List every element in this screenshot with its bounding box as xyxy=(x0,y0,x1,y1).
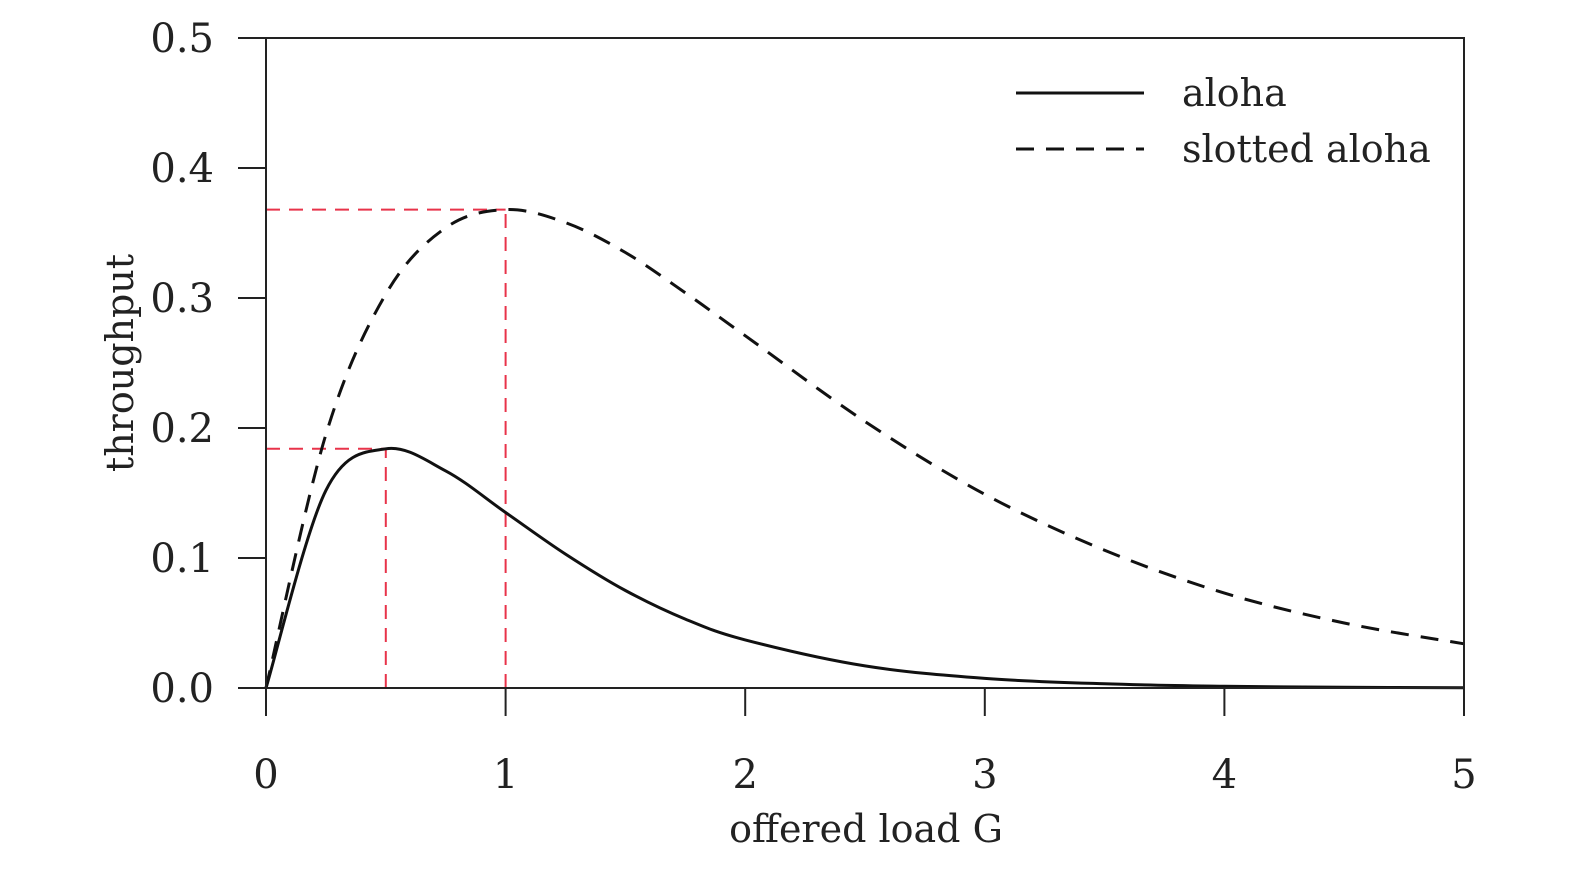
legend-label: aloha xyxy=(1182,71,1287,115)
x-tick-label: 5 xyxy=(1451,752,1476,798)
reference-lines xyxy=(266,208,507,688)
y-tick-label: 0.2 xyxy=(150,406,214,452)
series-line-2 xyxy=(264,208,1465,689)
x-axis-label: offered load G xyxy=(729,807,1003,851)
series-line-1 xyxy=(264,446,1465,690)
x-tick-label: 0 xyxy=(253,752,278,798)
x-tick-label: 1 xyxy=(493,752,518,798)
legend: aloha slotted aloha xyxy=(1016,71,1431,171)
y-tick-label: 0.1 xyxy=(150,536,214,582)
x-tick-label: 2 xyxy=(732,752,757,798)
x-tick-label: 4 xyxy=(1212,752,1237,798)
plot-frame xyxy=(265,37,1465,689)
y-axis-label: throughput xyxy=(98,254,142,472)
y-tick-label: 0.5 xyxy=(150,16,214,62)
y-tick-label: 0.3 xyxy=(150,276,214,322)
tick-labels: 0 1 2 3 4 5 0.0 0.1 0.2 0.3 0.4 0.5 xyxy=(150,16,1476,798)
x-tick-label: 3 xyxy=(972,752,997,798)
y-tick-label: 0.4 xyxy=(150,146,214,192)
axes xyxy=(265,37,1465,689)
legend-label: slotted aloha xyxy=(1182,127,1431,171)
series-lines xyxy=(264,208,1465,690)
y-tick-label: 0.0 xyxy=(150,666,214,712)
